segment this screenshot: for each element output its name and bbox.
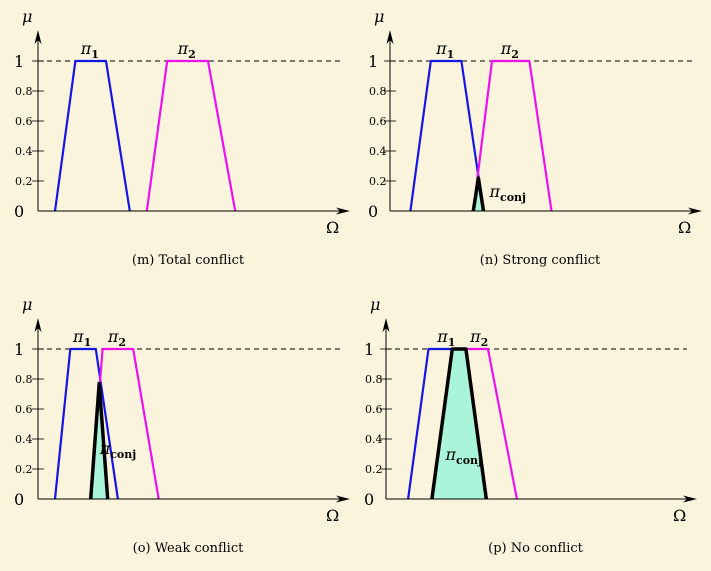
pi-conj-area	[431, 349, 487, 499]
caption-p: (p) No conflict	[488, 541, 584, 556]
panel-p: 0 0.2 0.4 0.6 0.8 1 μ Ωπ1 π2 πconj (p) No conflict	[364, 295, 697, 556]
y-tick-label: 0.6	[15, 403, 33, 416]
pi1-curve	[53, 59, 131, 212]
pi2-curve	[145, 59, 237, 212]
y-tick-label: 0.8	[369, 85, 387, 98]
y-tick-label: 0.2	[365, 463, 383, 476]
panel-n: 0 0.2 0.4 0.6 0.8 1 μ Ωπ1 π2 πconj (n) Strong conf…	[368, 7, 702, 268]
y-axis-arrow	[34, 30, 42, 44]
pi-conj-curve	[471, 176, 486, 212]
x-axis-label-omega: Ω	[326, 506, 339, 525]
y-tick-label: 0	[368, 202, 378, 221]
x-axis-label-omega: Ω	[673, 506, 686, 525]
pi-conj-label: πconj	[489, 182, 527, 204]
pi1-label: π1	[436, 327, 455, 349]
y-tick-label: 0.2	[369, 175, 387, 188]
y-axis-arrow	[382, 318, 390, 332]
y-axis-label-mu: μ	[22, 295, 32, 314]
pi1-label: π1	[72, 327, 91, 349]
y-tick-label: 0.6	[15, 115, 33, 128]
y-tick-label: 0.4	[369, 145, 387, 158]
pi-conj-label: πconj	[99, 439, 137, 461]
x-axis-arrow	[683, 495, 697, 503]
y-tick-label: 0.4	[15, 145, 33, 158]
panel-m: 0 0.2 0.4 0.6 0.8 1 μ Ωπ1 π2 (m) Total conflict	[14, 7, 350, 268]
y-tick-label: 0.2	[15, 175, 33, 188]
caption-o: (o) Weak conflict	[133, 541, 244, 556]
y-axis-label-mu: μ	[374, 7, 384, 26]
x-axis-arrow	[336, 495, 350, 503]
y-tick-label: 0.4	[365, 433, 383, 446]
y-tick-label: 0.8	[15, 373, 33, 386]
pi-conj-curve	[88, 381, 110, 500]
x-axis-arrow	[336, 207, 350, 215]
caption-n: (n) Strong conflict	[480, 253, 601, 268]
caption-m: (m) Total conflict	[132, 253, 245, 268]
y-tick-label: 0.2	[15, 463, 33, 476]
pi1-label: π1	[435, 39, 454, 61]
y-tick-label: 0.6	[365, 403, 383, 416]
y-axis-label-mu: μ	[22, 7, 32, 26]
pi2-label: π2	[500, 39, 519, 61]
y-tick-label: 0.8	[365, 373, 383, 386]
y-tick-label: 1	[364, 340, 374, 359]
y-tick-label: 1	[368, 52, 378, 71]
y-tick-label: 0.6	[369, 115, 387, 128]
y-tick-label: 0.8	[15, 85, 33, 98]
y-tick-label: 0	[364, 490, 374, 509]
x-axis-arrow	[688, 207, 702, 215]
pi2-label: π2	[177, 39, 196, 61]
panel-o: 0 0.2 0.4 0.6 0.8 1 μ Ωπ1 π2 πconj (o) Weak confli…	[14, 295, 350, 556]
y-axis-arrow	[34, 318, 42, 332]
y-tick-label: 0	[14, 490, 24, 509]
pi-conj-area	[90, 383, 108, 499]
pi1-label: π1	[80, 39, 99, 61]
y-axis-label-mu: μ	[370, 295, 380, 314]
pi1-curve	[53, 347, 119, 500]
pi2-label: π2	[107, 327, 126, 349]
y-tick-label: 1	[14, 340, 24, 359]
y-axis-arrow	[386, 30, 394, 44]
pi2-label: π2	[469, 327, 488, 349]
pi1-curve	[409, 59, 485, 212]
pi2-curve	[472, 59, 553, 212]
x-axis-label-omega: Ω	[326, 218, 339, 237]
y-tick-label: 0	[14, 202, 24, 221]
pi-conj-curve	[430, 347, 489, 500]
pi-conj-label: πconj	[445, 445, 483, 467]
y-tick-label: 0.4	[15, 433, 33, 446]
x-axis-label-omega: Ω	[678, 218, 691, 237]
y-tick-label: 1	[14, 52, 24, 71]
